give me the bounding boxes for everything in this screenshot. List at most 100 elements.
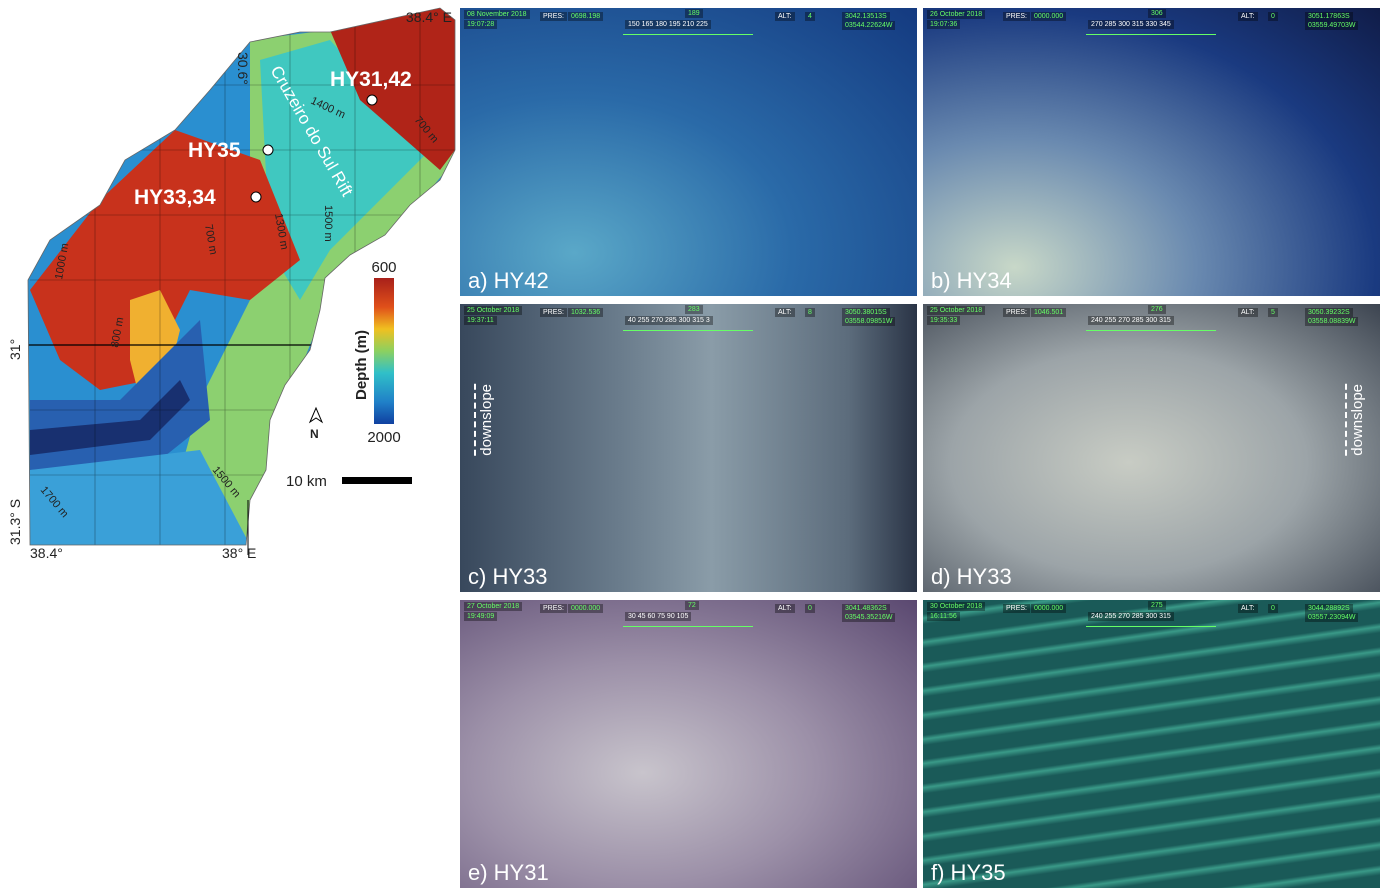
site-marker [367, 95, 377, 105]
hud-text: 306 [1148, 9, 1166, 18]
hud-text: 0698.198 [568, 12, 603, 21]
hud-text: 72 [685, 601, 699, 610]
page: 38.4° E 30.6° 31° 31.3° S 38.4° 38° E HY… [0, 0, 1384, 886]
hud-text: 19:07:28 [464, 20, 497, 29]
hud-text: 3051.17863S [1305, 12, 1353, 21]
hud-text: ALT: [1238, 604, 1258, 613]
hud-text: PRES: [540, 604, 567, 613]
hud-text: ALT: [775, 308, 795, 317]
north-label: N [310, 427, 319, 441]
coord-label: 31.3° S [7, 499, 23, 545]
hud-text: 3044.28892S [1305, 604, 1353, 613]
hud-text: 19:35:33 [927, 316, 960, 325]
site-label: HY35 [188, 139, 241, 162]
hud-text: 26 October 2018 [927, 10, 985, 19]
hud-text: 240 255 270 285 300 315 [1088, 316, 1174, 325]
hud-text: PRES: [1003, 604, 1030, 613]
hud-text: 1046.501 [1031, 308, 1066, 317]
hud-text: PRES: [540, 308, 567, 317]
hud-text: ALT: [1238, 308, 1258, 317]
site-label: HY31,42 [330, 68, 412, 91]
hud-text: 25 October 2018 [464, 306, 522, 315]
hud-text: 30 45 60 75 90 105 [625, 612, 691, 621]
panel-label: b) HY34 [931, 268, 1012, 294]
compass-bar [623, 622, 753, 627]
scale-label: 10 km [286, 473, 327, 490]
hud-text: 0 [1268, 12, 1278, 21]
panel-label: e) HY31 [468, 860, 549, 886]
hud-text: 1032.536 [568, 308, 603, 317]
contour-label: 1500 m [322, 205, 334, 242]
hud-text: 276 [1148, 305, 1166, 314]
hud-text: 0 [1268, 604, 1278, 613]
hud-text: 5 [1268, 308, 1278, 317]
compass-bar [623, 30, 753, 35]
hud-text: ALT: [775, 604, 795, 613]
hud-text: 03545.35216W [842, 613, 895, 622]
hud-text: 240 255 270 285 300 315 [1088, 612, 1174, 621]
compass-bar [1086, 30, 1216, 35]
coord-label: 31° [7, 339, 23, 360]
panel-label: a) HY42 [468, 268, 549, 294]
hud-text: ALT: [775, 12, 795, 21]
hud-text: 270 285 300 315 330 345 [1088, 20, 1174, 29]
hud-text: PRES: [540, 12, 567, 21]
hud-text: PRES: [1003, 308, 1030, 317]
hud-text: 4 [805, 12, 815, 21]
colorbar-label: 2000 [367, 429, 400, 446]
hud-text: 30 October 2018 [927, 602, 985, 611]
hud-text: 0000.000 [1031, 12, 1066, 21]
colorbar-label: 600 [371, 259, 396, 276]
compass-bar [1086, 326, 1216, 331]
downslope-label: downslope [1345, 384, 1366, 456]
coord-label: 38.4° E [406, 9, 452, 25]
panel-label: d) HY33 [931, 564, 1012, 590]
hud-text: 03558.09851W [842, 317, 895, 326]
site-marker [263, 145, 273, 155]
hud-text: 40 255 270 285 300 315 3 [625, 316, 713, 325]
hud-text: 3050.39232S [1305, 308, 1353, 317]
hud-text: 16:11:56 [927, 612, 960, 621]
hud-text: 3041.48362S [842, 604, 890, 613]
scale-bar [342, 477, 412, 484]
hud-text: 0000.000 [1031, 604, 1066, 613]
hud-text: 3042.13513S [842, 12, 890, 21]
hud-text: 0000.000 [568, 604, 603, 613]
coord-label: 38.4° [30, 545, 63, 561]
compass-bar [1086, 622, 1216, 627]
downslope-label: downslope [474, 384, 495, 456]
colorbar [374, 278, 394, 424]
hud-text: 3050.38015S [842, 308, 890, 317]
hud-text: 8 [805, 308, 815, 317]
compass-bar [623, 326, 753, 331]
hud-text: 03558.08839W [1305, 317, 1358, 326]
hud-text: 08 November 2018 [464, 10, 530, 19]
hud-text: 19:37:11 [464, 316, 497, 325]
hud-text: 25 October 2018 [927, 306, 985, 315]
hud-text: 27 October 2018 [464, 602, 522, 611]
hud-text: PRES: [1003, 12, 1030, 21]
hud-text: 189 [685, 9, 703, 18]
panel-label: c) HY33 [468, 564, 547, 590]
hud-text: 275 [1148, 601, 1166, 610]
hud-text: 0 [805, 604, 815, 613]
coord-label: 30.6° [235, 52, 251, 85]
hud-text: 03559.49703W [1305, 21, 1358, 30]
hud-text: 283 [685, 305, 703, 314]
colorbar-title: Depth (m) [353, 330, 370, 400]
hud-text: 19:07:36 [927, 20, 960, 29]
panel-label: f) HY35 [931, 860, 1006, 886]
site-marker [251, 192, 261, 202]
hud-text: 03557.23094W [1305, 613, 1358, 622]
hud-text: 19:49:09 [464, 612, 497, 621]
hud-text: 03544.22624W [842, 21, 895, 30]
coord-label: 38° E [222, 545, 256, 561]
site-label: HY33,34 [134, 186, 216, 209]
map: 38.4° E 30.6° 31° 31.3° S 38.4° 38° E HY… [0, 0, 456, 570]
north-arrow [310, 408, 322, 422]
